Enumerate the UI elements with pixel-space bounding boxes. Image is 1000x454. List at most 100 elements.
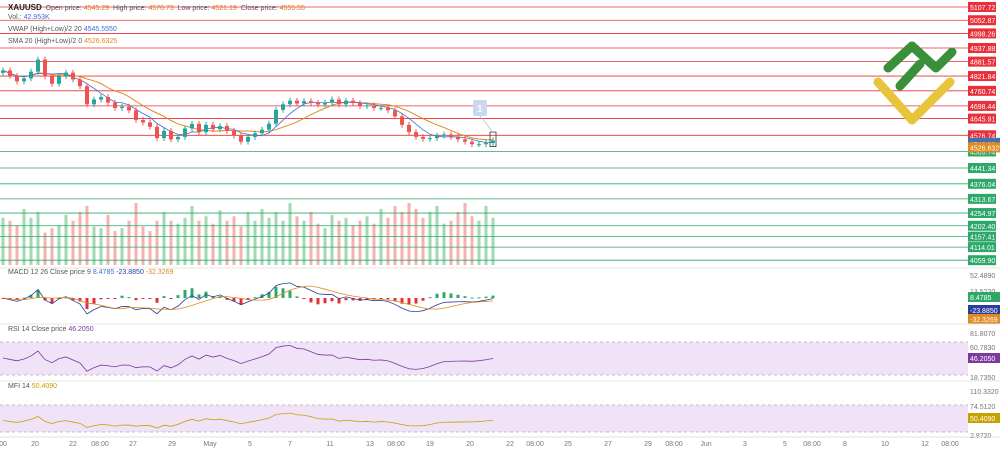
volume-bar [197, 220, 201, 265]
mfi-band [0, 405, 968, 432]
level-label-bg [968, 71, 996, 82]
macd-hist-bar [183, 290, 187, 298]
macd-header[interactable]: MACD 12 26 Close price 9 8.4785 -23.8850… [8, 269, 173, 276]
time-tick-label: 25 [564, 441, 572, 448]
macd-hist-bar [316, 298, 320, 305]
level-label-bg [968, 231, 996, 242]
candle-body [85, 86, 89, 105]
rsi-axis-label: 60.7830 [970, 345, 995, 352]
level-label-bg [968, 193, 996, 204]
time-tick-label: 08:00 [941, 441, 959, 448]
level-label: 4313.67 [970, 197, 995, 204]
level-label: 4576.74 [970, 133, 995, 140]
macd-hist-bar [134, 298, 138, 301]
candle-body [106, 97, 110, 103]
level-label-bg [968, 163, 996, 174]
candle-body [8, 70, 12, 77]
candle-body [337, 99, 341, 105]
level-label: 4254.97 [970, 211, 995, 218]
candle-body [316, 102, 320, 105]
level-label: 4114.01 [970, 245, 995, 252]
volume-bar [134, 203, 138, 265]
level-label: 4441.34 [970, 166, 995, 173]
time-tick-label: 19 [426, 441, 434, 448]
candle-body [246, 136, 250, 142]
volume-bar [176, 223, 180, 265]
candle-body [330, 99, 334, 103]
level-label: 4881.57 [970, 60, 995, 67]
volume-bar [253, 220, 257, 265]
volume-bar [435, 205, 439, 265]
volume-bar [148, 231, 152, 265]
candle-body [155, 126, 159, 139]
macd-hist-bar [379, 298, 383, 300]
candle-body [29, 71, 33, 79]
time-tick-label: 7 [288, 441, 292, 448]
volume-bar [295, 216, 299, 265]
rsi-header[interactable]: RSI 14 Close price 46.2050 [8, 326, 94, 333]
current-price-tag: 4526.6325 [970, 145, 1000, 152]
macd-tag: -32.3269 [970, 317, 998, 324]
volume-bar [78, 211, 82, 265]
level-label: 4509.74 [970, 149, 995, 156]
macd-hist-bar [92, 298, 96, 304]
volume-bar [113, 231, 117, 265]
open-value: 4545.29 [83, 5, 110, 12]
macd-hist-bar [330, 298, 334, 302]
logo-stroke [895, 59, 925, 91]
candle-body [134, 110, 138, 120]
volume-bar [484, 205, 488, 265]
mfi-header[interactable]: MFI 14 50.4090 [8, 383, 57, 390]
low-label: Low price: [177, 5, 210, 12]
volume-bar [330, 214, 334, 265]
volume-bar [204, 216, 208, 265]
time-tick-label: 08:00 [387, 441, 405, 448]
candle-body [190, 123, 194, 129]
level-label: 4698.44 [970, 104, 995, 111]
sma-header[interactable]: SMA 20 (High+Low)/2 0 4526.6325 [8, 38, 117, 45]
candle-body [1, 70, 5, 73]
volume-bar [407, 203, 411, 265]
candle-body [218, 126, 222, 130]
rsi-value: 46.2050 [68, 326, 94, 333]
level-label: 4998.26 [970, 31, 995, 38]
time-tick-label: 5 [248, 441, 252, 448]
candle-body [288, 100, 292, 105]
candle-body [15, 76, 19, 82]
macd-hist-bar [120, 295, 124, 298]
level-label-bg [968, 255, 996, 266]
volume-bar [64, 214, 68, 265]
level-label-bg [968, 28, 996, 39]
volume-bar [449, 220, 453, 265]
candle-body [281, 104, 285, 110]
mfi-tag-bg [968, 413, 1000, 423]
volume-bar [127, 220, 131, 265]
sma-label: SMA 20 (High+Low)/2 0 [8, 38, 83, 45]
candle-body [141, 120, 145, 123]
macd-hist-bar [78, 298, 82, 302]
time-tick-label: 08:00 [665, 441, 683, 448]
macd-hist-bar [246, 298, 250, 301]
macd-hist-bar [190, 288, 194, 298]
vwap-value: 4545.5550 [83, 26, 117, 33]
volume-bar [372, 223, 376, 265]
candle-body [365, 105, 369, 107]
level-label-bg [968, 130, 996, 141]
macd-hist-bar [407, 298, 411, 305]
macd-hist-bar [64, 297, 68, 299]
candle-body [36, 59, 40, 72]
time-tick-label: May [203, 441, 217, 448]
volume-bar [106, 214, 110, 265]
candle-body [78, 79, 82, 87]
mfi-tag: 50.4090 [970, 416, 995, 423]
time-tick-label: 20 [466, 441, 474, 448]
macd-tag-bg [968, 305, 1000, 315]
macd-line [2, 282, 494, 315]
vwap-header[interactable]: VWAP (High+Low)/2 20 4545.5550 [8, 26, 117, 33]
candle-body [232, 130, 236, 136]
sma-line [2, 69, 494, 141]
macd-hist-bar [99, 298, 103, 300]
logo-chevron [873, 77, 955, 125]
